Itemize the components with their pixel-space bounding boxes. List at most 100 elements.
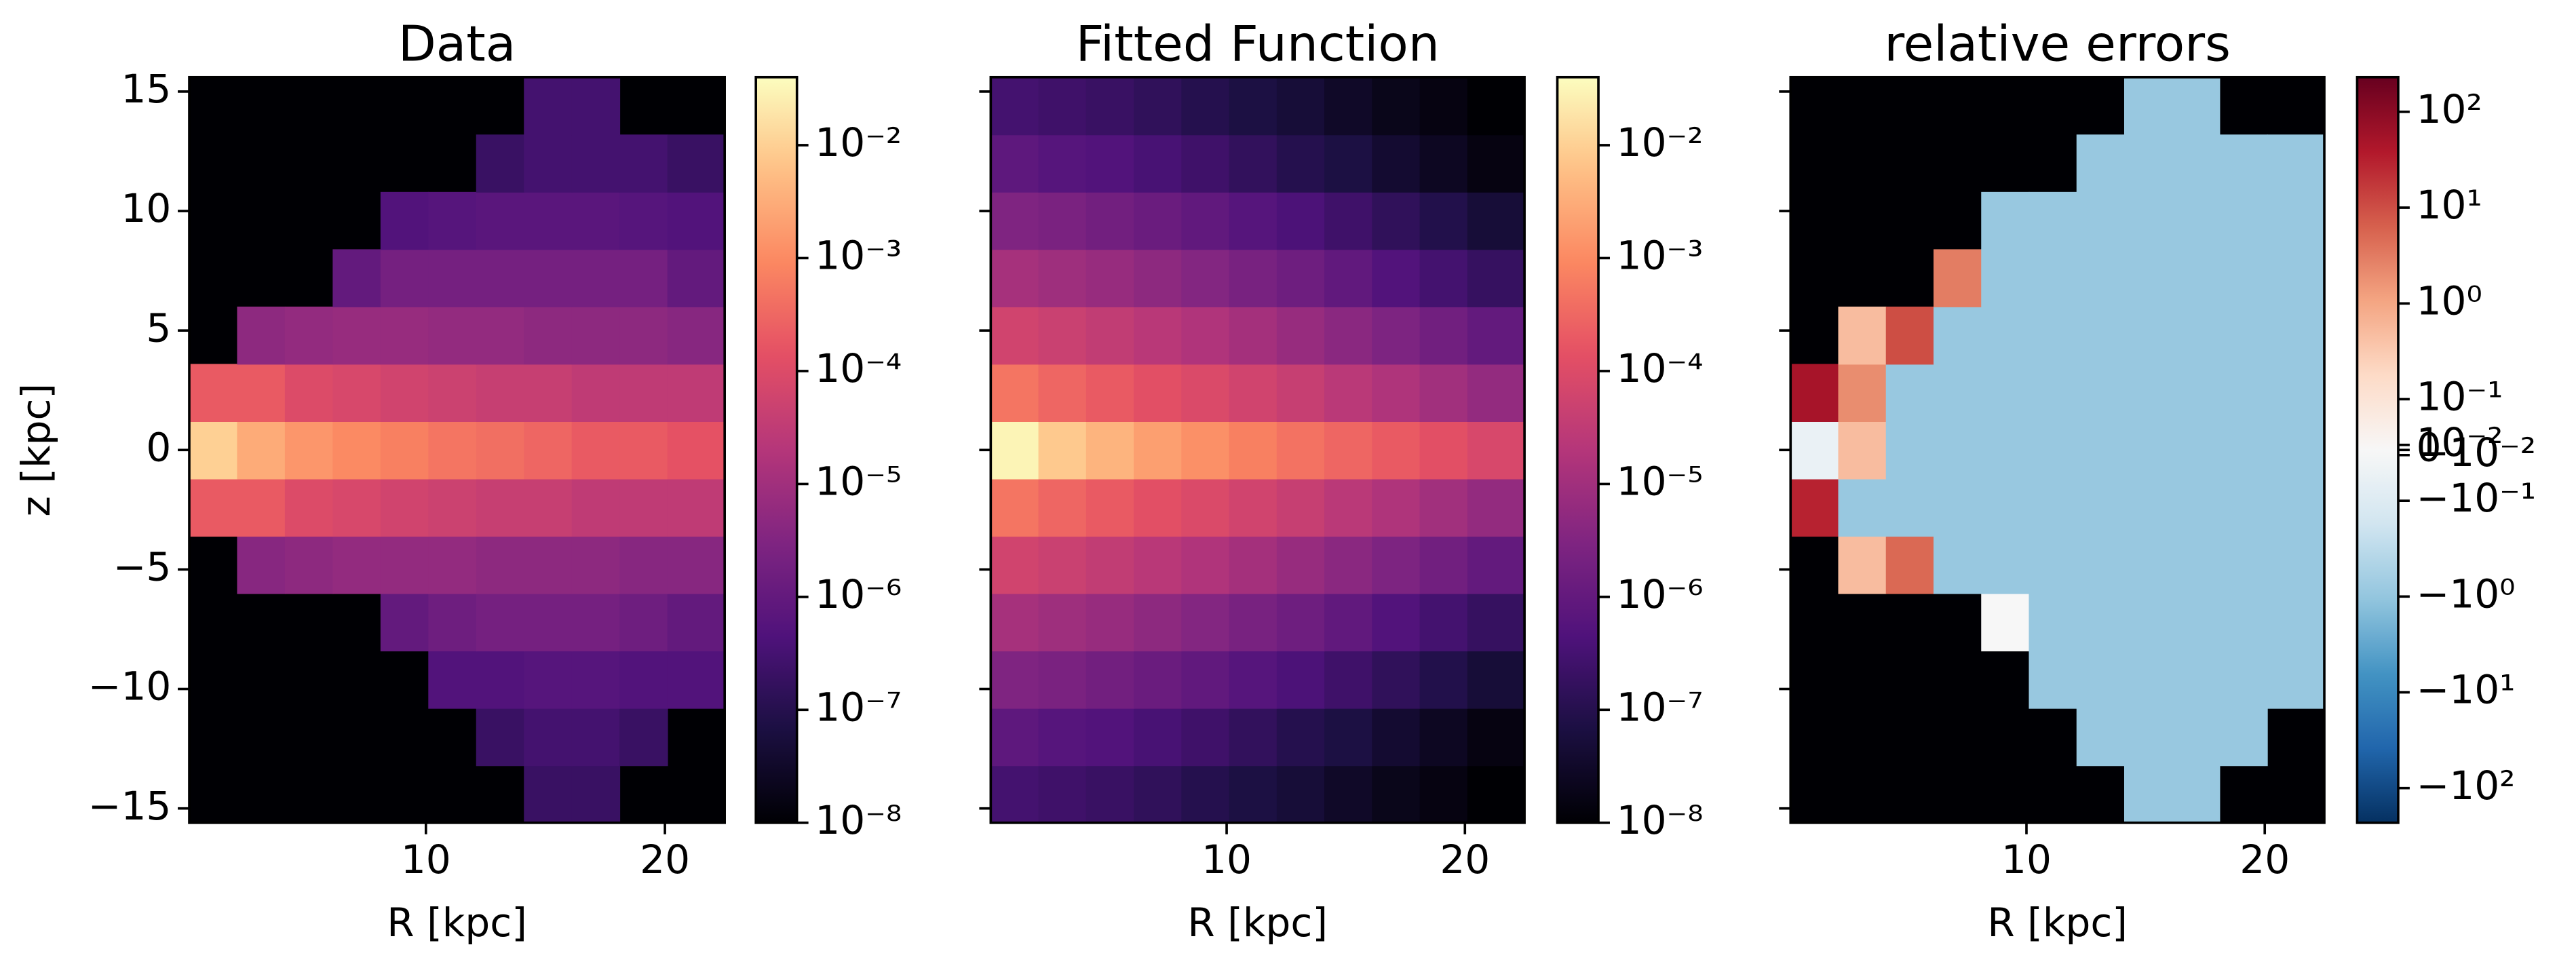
heatmap-cell (332, 306, 381, 365)
y-axis-label: z [kpc] (13, 383, 59, 517)
heatmap-cell (1372, 77, 1421, 136)
colorbar-tick-label: 10⁻⁵ (815, 459, 902, 505)
heatmap-cell (1324, 708, 1373, 767)
heatmap-cell (476, 593, 525, 652)
heatmap-cell (380, 536, 429, 594)
heatmap-cell (1085, 306, 1135, 365)
colorbar-tick-label: 10⁻⁴ (1617, 345, 1704, 391)
heatmap-cell (667, 249, 726, 307)
heatmap-cell (1085, 421, 1135, 480)
heatmap-cell (1324, 765, 1373, 824)
heatmap-cell (1790, 478, 1839, 537)
heatmap-cell (2172, 364, 2221, 422)
heatmap-cell (1085, 593, 1135, 652)
heatmap-cell (1838, 421, 1887, 480)
heatmap-cell (2172, 765, 2221, 824)
heatmap-cell (428, 249, 477, 307)
heatmap-cell (1134, 134, 1183, 193)
heatmap-cell (1085, 708, 1135, 767)
heatmap-cell (1134, 77, 1183, 136)
heatmap-cell (524, 593, 573, 652)
heatmap-cell (2029, 421, 2077, 480)
heatmap-cell (524, 478, 573, 537)
heatmap-cell (2123, 421, 2173, 480)
heatmap-cell (619, 191, 668, 250)
heatmap-cell (667, 478, 726, 537)
heatmap-cell (2076, 134, 2125, 193)
heatmap-cell (1419, 651, 1468, 709)
heatmap-cell (1229, 421, 1277, 480)
colorbar-tick-label: 10⁻³ (1617, 233, 1704, 279)
heatmap-cell (1229, 478, 1277, 537)
colorbar-tick-label: 10¹ (2417, 182, 2482, 228)
heatmap-cell (2076, 249, 2125, 307)
heatmap-cell (1134, 593, 1183, 652)
heatmap-cell (1181, 134, 1230, 193)
heatmap-cell (1181, 306, 1230, 365)
heatmap-cell (1981, 593, 2030, 652)
y-tick-label: 5 (146, 305, 171, 351)
heatmap-cell (2267, 421, 2325, 480)
heatmap-cell (1885, 306, 1934, 365)
heatmap-cell (1085, 651, 1135, 709)
heatmap-cell (2267, 364, 2325, 422)
panel: Fitted Function R [kpc] 10 20 10⁻⁸ 10⁻⁷ 10⁻⁶ 10… (979, 16, 1704, 946)
colorbar-tick-label: 10⁻⁵ (1617, 459, 1704, 505)
heatmap-cell (2219, 249, 2268, 307)
heatmap-cell (1134, 421, 1183, 480)
heatmap-cell (571, 134, 621, 193)
colorbar (1556, 75, 1600, 824)
heatmap-cell (1181, 364, 1230, 422)
heatmap-cell (2219, 536, 2268, 594)
heatmap-cell (1981, 364, 2030, 422)
chart-title: Data (398, 16, 516, 73)
heatmap-cell (524, 651, 573, 709)
heatmap-cell (332, 364, 381, 422)
heatmap-cell (2219, 708, 2268, 767)
heatmap-cell (1038, 536, 1087, 594)
heatmap-cell (1885, 536, 1934, 594)
heatmap-cell (1181, 651, 1230, 709)
heatmap-cell (2172, 708, 2221, 767)
heatmap-cell (284, 421, 334, 480)
heatmap-cell (2123, 134, 2173, 193)
heatmap-cell (1181, 191, 1230, 250)
heatmap-cell (189, 421, 238, 480)
heatmap-cell (1181, 765, 1230, 824)
colorbar-tick-label: −10² (2417, 763, 2516, 809)
heatmap-cell (2267, 593, 2325, 652)
heatmap-cell (1981, 421, 2030, 480)
heatmap-cell (476, 249, 525, 307)
heatmap-cell (2219, 134, 2268, 193)
heatmap-cell (1790, 364, 1839, 422)
heatmap-cell (1276, 364, 1326, 422)
heatmap-cell (1181, 249, 1230, 307)
heatmap-cell (1885, 421, 1934, 480)
heatmap-cell (476, 651, 525, 709)
heatmap-cell (2172, 249, 2221, 307)
heatmap-cell (2076, 708, 2125, 767)
heatmap-cell (284, 364, 334, 422)
heatmap-cell (2029, 249, 2077, 307)
heatmap-cell (1229, 364, 1277, 422)
heatmap-cell (524, 765, 573, 824)
heatmap-cell (991, 191, 1039, 250)
heatmap-cell (667, 191, 726, 250)
heatmap-cell (1085, 134, 1135, 193)
heatmap-cell (571, 765, 621, 824)
heatmap-cell (428, 191, 477, 250)
colorbar-tick-label: −10⁻¹ (2417, 475, 2537, 521)
y-tick-label: −10 (88, 663, 172, 710)
heatmap-cell (1229, 249, 1277, 307)
heatmap-cell (991, 249, 1039, 307)
heatmap-cell (2172, 593, 2221, 652)
heatmap-cell (1181, 708, 1230, 767)
heatmap-cell (237, 364, 286, 422)
heatmap-cell (1372, 765, 1421, 824)
heatmap-cell (2219, 421, 2268, 480)
heatmap-cell (1229, 77, 1277, 136)
heatmap-cell (2267, 249, 2325, 307)
heatmap-cell (1467, 421, 1526, 480)
colorbar-tick-label: 10⁻⁴ (815, 345, 902, 391)
heatmap-cell (1838, 478, 1887, 537)
